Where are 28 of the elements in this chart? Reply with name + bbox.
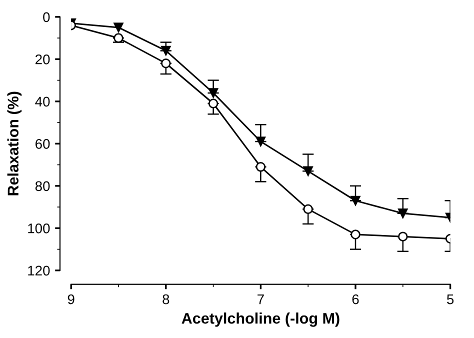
y-tick-label: 80 <box>35 181 50 192</box>
y-axis-title: Relaxation (%) <box>7 92 22 196</box>
point <box>208 98 218 108</box>
y-tick-label: 40 <box>35 96 50 107</box>
point <box>114 22 124 32</box>
point <box>303 204 313 214</box>
x-tick-label: 5 <box>446 294 454 304</box>
y-tick-label: 100 <box>28 223 50 234</box>
x-tick-label: 8 <box>162 294 170 304</box>
point <box>208 88 218 98</box>
point <box>398 208 408 218</box>
point <box>256 136 266 146</box>
y-tick-label: 60 <box>36 138 50 149</box>
point <box>161 46 171 56</box>
point <box>350 230 360 240</box>
point <box>350 196 360 206</box>
x-tick-label: 9 <box>68 294 74 304</box>
point <box>114 33 124 43</box>
point <box>256 162 266 172</box>
y-tick-label: 20 <box>36 54 50 64</box>
y-tick-label: 120 <box>28 266 50 276</box>
x-tick-label: 6 <box>352 294 359 304</box>
x-axis-title: Acetylcholine (-log M) <box>182 312 340 327</box>
point <box>161 58 171 68</box>
point <box>303 166 313 176</box>
point <box>398 232 408 242</box>
x-tick-label: 7 <box>258 294 264 304</box>
y-tick-label: 0 <box>43 12 50 22</box>
